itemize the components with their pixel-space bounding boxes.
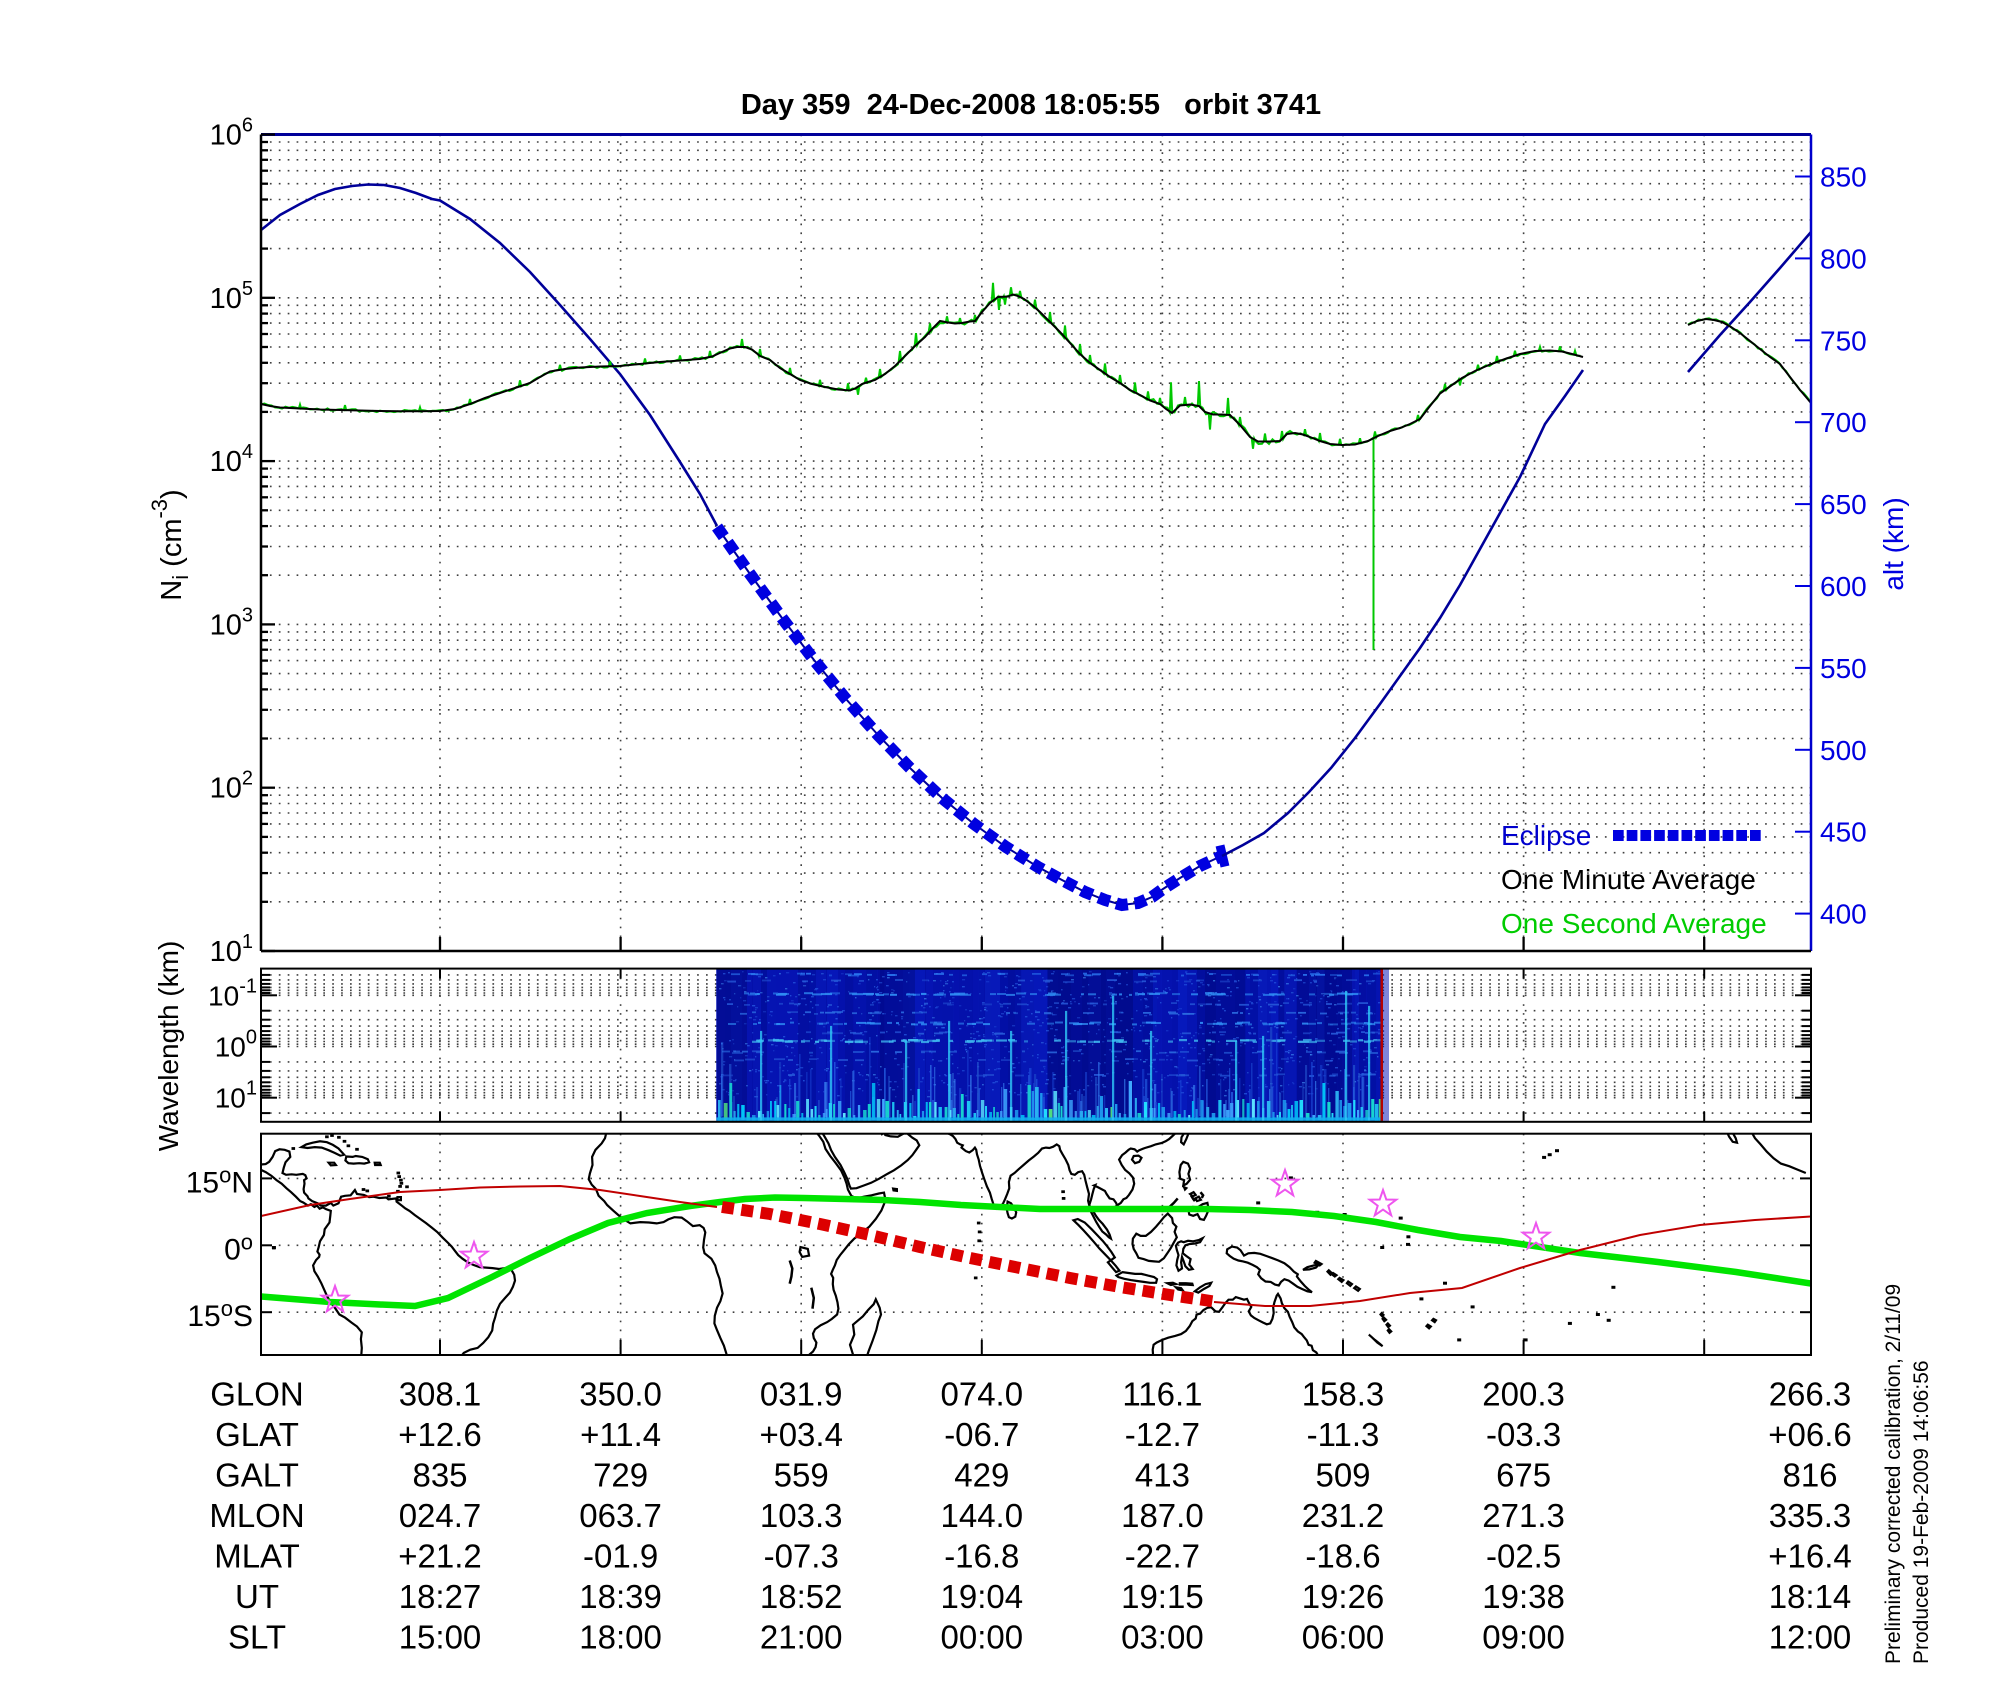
svg-text:271.3: 271.3 xyxy=(1482,1497,1565,1534)
svg-text:144.0: 144.0 xyxy=(941,1497,1024,1534)
svg-text:+21.2: +21.2 xyxy=(398,1538,482,1575)
svg-text:-03.3: -03.3 xyxy=(1486,1416,1561,1453)
svg-text:-12.7: -12.7 xyxy=(1125,1416,1200,1453)
svg-text:450: 450 xyxy=(1820,817,1867,848)
svg-text:600: 600 xyxy=(1820,571,1867,602)
svg-text:GALT: GALT xyxy=(215,1457,299,1494)
svg-text:500: 500 xyxy=(1820,735,1867,766)
svg-text:+06.6: +06.6 xyxy=(1768,1416,1852,1453)
svg-text:800: 800 xyxy=(1820,243,1867,274)
svg-text:116.1: 116.1 xyxy=(1122,1376,1202,1413)
svg-text:Eclipse: Eclipse xyxy=(1501,820,1591,851)
svg-text:559: 559 xyxy=(774,1457,829,1494)
svg-text:06:00: 06:00 xyxy=(1302,1619,1385,1656)
svg-text:063.7: 063.7 xyxy=(579,1497,662,1534)
svg-text:15:00: 15:00 xyxy=(399,1619,482,1656)
svg-text:18:39: 18:39 xyxy=(579,1578,662,1615)
svg-text:MLON: MLON xyxy=(209,1497,304,1534)
svg-text:GLAT: GLAT xyxy=(215,1416,299,1453)
svg-text:03:00: 03:00 xyxy=(1121,1619,1204,1656)
svg-text:675: 675 xyxy=(1496,1457,1551,1494)
svg-text:-11.3: -11.3 xyxy=(1307,1416,1380,1453)
svg-text:-01.9: -01.9 xyxy=(583,1538,658,1575)
svg-text:Preliminary corrected calibrat: Preliminary corrected calibration, 2/11/… xyxy=(1882,1284,1905,1664)
svg-text:19:38: 19:38 xyxy=(1482,1578,1565,1615)
svg-text:19:04: 19:04 xyxy=(941,1578,1024,1615)
svg-text:SLT: SLT xyxy=(228,1619,286,1656)
svg-text:-16.8: -16.8 xyxy=(944,1538,1019,1575)
svg-text:158.3: 158.3 xyxy=(1302,1376,1385,1413)
svg-text:187.0: 187.0 xyxy=(1121,1497,1204,1534)
svg-text:074.0: 074.0 xyxy=(941,1376,1024,1413)
svg-text:650: 650 xyxy=(1820,489,1867,520)
svg-text:+16.4: +16.4 xyxy=(1768,1538,1852,1575)
svg-text:+03.4: +03.4 xyxy=(759,1416,843,1453)
svg-text:Produced 19-Feb-2009 14:06:56: Produced 19-Feb-2009 14:06:56 xyxy=(1910,1360,1933,1664)
svg-text:429: 429 xyxy=(954,1457,1009,1494)
svg-text:21:00: 21:00 xyxy=(760,1619,843,1656)
svg-text:750: 750 xyxy=(1820,325,1867,356)
svg-text:200.3: 200.3 xyxy=(1482,1376,1565,1413)
svg-text:GLON: GLON xyxy=(210,1376,304,1413)
svg-text:09:00: 09:00 xyxy=(1482,1619,1565,1656)
svg-text:+12.6: +12.6 xyxy=(398,1416,482,1453)
svg-text:15oS: 15oS xyxy=(187,1296,253,1333)
svg-text:-02.5: -02.5 xyxy=(1486,1538,1561,1575)
svg-text:700: 700 xyxy=(1820,407,1867,438)
svg-text:-07.3: -07.3 xyxy=(764,1538,839,1575)
svg-text:Day 359 24-Dec-2008 18:05:55: Day 359 24-Dec-2008 18:05:55 orbit 3741 xyxy=(741,89,1321,121)
svg-text:19:26: 19:26 xyxy=(1302,1578,1385,1615)
svg-text:One Minute Average: One Minute Average xyxy=(1501,864,1756,895)
svg-text:18:27: 18:27 xyxy=(399,1578,482,1615)
svg-text:335.3: 335.3 xyxy=(1769,1497,1852,1534)
svg-text:-18.6: -18.6 xyxy=(1305,1538,1380,1575)
svg-text:UT: UT xyxy=(235,1578,279,1615)
svg-text:Wavelength (km): Wavelength (km) xyxy=(153,941,184,1152)
svg-text:18:14: 18:14 xyxy=(1769,1578,1852,1615)
svg-text:308.1: 308.1 xyxy=(399,1376,482,1413)
svg-text:alt (km): alt (km) xyxy=(1878,497,1909,590)
svg-text:350.0: 350.0 xyxy=(579,1376,662,1413)
svg-text:12:00: 12:00 xyxy=(1769,1619,1852,1656)
svg-text:18:52: 18:52 xyxy=(760,1578,843,1615)
svg-text:-06.7: -06.7 xyxy=(944,1416,1019,1453)
svg-text:400: 400 xyxy=(1820,899,1867,930)
svg-text:835: 835 xyxy=(412,1457,467,1494)
svg-text:550: 550 xyxy=(1820,653,1867,684)
svg-text:024.7: 024.7 xyxy=(399,1497,482,1534)
svg-text:509: 509 xyxy=(1315,1457,1370,1494)
svg-text:+11.4: +11.4 xyxy=(580,1416,661,1453)
svg-text:18:00: 18:00 xyxy=(579,1619,662,1656)
svg-text:729: 729 xyxy=(593,1457,648,1494)
svg-text:MLAT: MLAT xyxy=(214,1538,300,1575)
svg-text:One Second Average: One Second Average xyxy=(1501,908,1767,939)
svg-text:266.3: 266.3 xyxy=(1769,1376,1852,1413)
svg-text:231.2: 231.2 xyxy=(1302,1497,1385,1534)
svg-text:031.9: 031.9 xyxy=(760,1376,843,1413)
svg-text:00:00: 00:00 xyxy=(941,1619,1024,1656)
svg-text:19:15: 19:15 xyxy=(1121,1578,1204,1615)
svg-text:-22.7: -22.7 xyxy=(1125,1538,1200,1575)
svg-text:850: 850 xyxy=(1820,162,1867,193)
svg-text:103.3: 103.3 xyxy=(760,1497,843,1534)
svg-text:413: 413 xyxy=(1135,1457,1190,1494)
svg-text:816: 816 xyxy=(1782,1457,1837,1494)
